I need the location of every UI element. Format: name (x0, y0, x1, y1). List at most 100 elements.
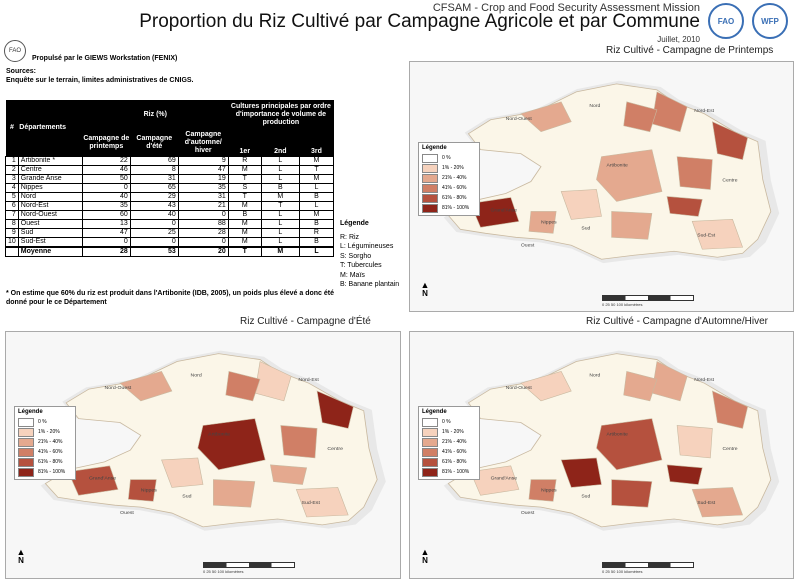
scale-text: 0 25 50 100 kilomètres (203, 569, 244, 574)
department-label: Centre (327, 446, 343, 452)
mission-subtitle: CFSAM - Crop and Food Security Assessmen… (432, 2, 700, 14)
map-title-ete: Riz Cultivé - Campagne d'Été (240, 316, 371, 327)
table-cell: 21 (177, 201, 229, 211)
haiti-map: Nord-Ouest Nord Nord-Est Artibonite Centre Ou… (443, 80, 780, 264)
table-cell: 46 (81, 165, 131, 175)
table-cell: 35 (177, 183, 229, 193)
table-cell: Nord-Est (17, 201, 83, 211)
department-label: Sud (581, 493, 590, 499)
table-cell: 13 (81, 219, 131, 229)
table-cell: 25 (129, 228, 179, 238)
table-cell: 47 (81, 228, 131, 238)
map-legend: Légende 0 % 1% - 20% 21% - 40% 41% - 60% 61% … (418, 142, 480, 216)
department-label: Centre (722, 178, 737, 184)
legend-swatch (422, 447, 438, 457)
map-panel-ete[interactable]: Nord-Ouest Nord Nord-Est Artibonite Centre Ou… (5, 331, 401, 579)
commune-shape (666, 464, 703, 485)
rice-table: # Départements Riz (%) Cultures principa… (5, 100, 335, 257)
table-cell: 88 (177, 219, 229, 229)
department-label: Nord (589, 372, 600, 378)
map-legend-row: 81% - 100% (422, 203, 476, 213)
table-cell: B (298, 219, 335, 229)
col-riz: Riz (%) (82, 100, 229, 130)
table-cell: 0 (177, 237, 229, 248)
table-cell: Ouest (17, 219, 83, 229)
table-cell: M (298, 210, 335, 220)
legend-swatch (422, 173, 438, 183)
table-cell: T (227, 246, 262, 257)
table-cell: 69 (129, 156, 179, 166)
map-panel-automne[interactable]: Nord-Ouest Nord Nord-Est Artibonite Centre Ou… (409, 331, 794, 579)
table-cell: Artibonite * (17, 156, 83, 166)
legend-label: 0 % (442, 155, 451, 161)
commune-shape (623, 101, 658, 133)
table-row: 8 Ouest 13 0 88 M L B (5, 219, 335, 229)
crop-legend: Légende R: Riz L: Légumineuses S: Sorgho… (340, 219, 399, 290)
legend-swatch (422, 457, 438, 467)
sources-text: Enquête sur le terrain, limites administ… (6, 77, 194, 84)
department-label: Nord (191, 372, 202, 378)
fao-small-logo: FAO (4, 40, 26, 62)
legend-label: 41% - 60% (38, 449, 63, 455)
commune-shape (470, 465, 520, 496)
table-cell: 47 (177, 165, 229, 175)
legend-swatch (422, 467, 438, 477)
legend-label: 41% - 60% (442, 185, 467, 191)
table-cell: M (227, 165, 262, 175)
department-label: Artibonite (607, 163, 628, 169)
map-panel-printemps[interactable]: Nord-Ouest Nord Nord-Est Artibonite Centre Ou… (409, 61, 794, 312)
table-cell: L (298, 183, 335, 193)
legend-swatch (422, 193, 438, 203)
legend-label: 1% - 20% (442, 165, 464, 171)
crop-legend-item: B: Banane plantain (340, 281, 400, 288)
commune-shape (161, 457, 204, 488)
department-label: Nord (589, 103, 600, 109)
table-cell: B (298, 237, 335, 248)
legend-swatch (422, 437, 438, 447)
table-row: 7 Nord-Ouest 60 40 0 B L M (5, 210, 335, 220)
table-cell: T (227, 174, 262, 184)
department-label: Nord-Ouest (506, 385, 533, 391)
department-label: Nord-Est (694, 377, 714, 383)
table-cell: T (227, 192, 262, 202)
scale-text: 0 25 50 100 kilomètres (602, 569, 643, 574)
table-cell: 7 (5, 210, 19, 220)
commune-shape (666, 196, 703, 217)
table-cell: L (260, 210, 300, 220)
col-3rd: 3rd (299, 148, 334, 157)
table-cell: Grande Anse (17, 174, 83, 184)
table-cell: M (260, 192, 300, 202)
legend-label: 81% - 100% (38, 469, 66, 475)
legend-label: 21% - 40% (442, 439, 467, 445)
table-cell: 9 (5, 228, 19, 238)
legend-swatch (422, 163, 438, 173)
commune-shape (611, 211, 653, 240)
commune-shape (676, 156, 713, 190)
col-ete: Campagne d'été (130, 130, 179, 157)
table-cell: Sud (17, 228, 83, 238)
fao-logo: FAO (708, 3, 744, 39)
legend-swatch (18, 427, 34, 437)
col-dept: Départements (18, 100, 83, 157)
map-legend-row: 0 % (422, 153, 476, 163)
table-cell: Nord-Ouest (17, 210, 83, 220)
table-cell: R (227, 156, 262, 166)
table-cell: 0 (81, 183, 131, 193)
legend-label: 61% - 80% (442, 459, 467, 465)
col-automne: Campagne d'automne/ hiver (178, 130, 229, 157)
commune-shape (691, 219, 744, 250)
north-arrow-icon: ▲ N (420, 547, 430, 566)
table-row: 10 Sud-Est 0 0 0 M L B (5, 237, 335, 248)
table-row: 1 Artibonite * 22 69 9 R L M (5, 156, 335, 166)
table-row: 5 Nord 40 29 31 T M B (5, 192, 335, 202)
crop-legend-item: S: Sorgho (340, 252, 372, 260)
department-label: Grand'Anse (89, 476, 116, 482)
table-cell: 40 (129, 210, 179, 220)
department-label: Artibonite (607, 431, 628, 437)
map-legend-row: 1% - 20% (422, 163, 476, 173)
map-legend: Légende 0 % 1% - 20% 21% - 40% 41% - 60% 61% … (418, 406, 480, 480)
legend-label: 1% - 20% (38, 429, 60, 435)
commune-shape (528, 211, 557, 234)
map-legend: Légende 0 % 1% - 20% 21% - 40% 41% - 60% 61% … (14, 406, 76, 480)
table-cell: R (298, 228, 335, 238)
